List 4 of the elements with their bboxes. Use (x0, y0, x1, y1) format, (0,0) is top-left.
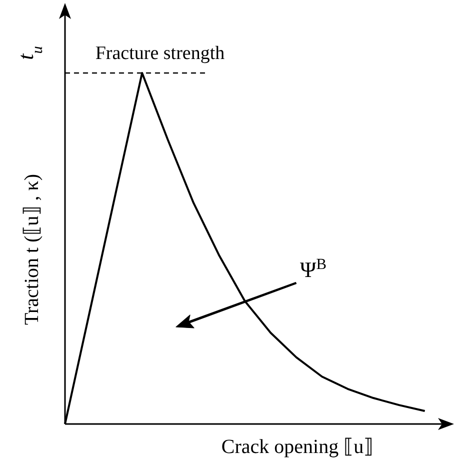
x-axis-title: Crack opening ⟦u⟧ (221, 436, 374, 458)
y-axis-title: Traction t (⟦u⟧ , κ) (21, 174, 43, 325)
ref-line-label: Fracture strength (95, 43, 226, 64)
annotation: Ψ$^{B}$ (300, 256, 326, 282)
